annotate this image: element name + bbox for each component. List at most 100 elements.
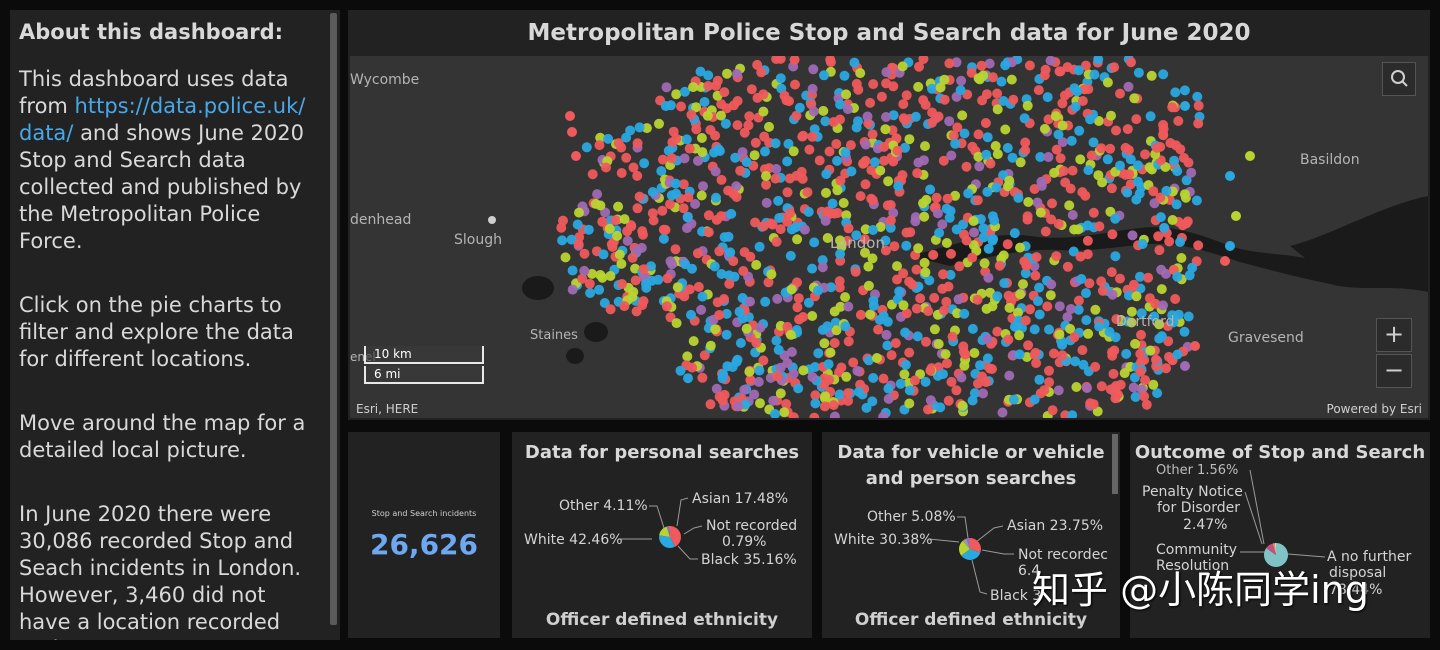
stop-search-point	[904, 385, 915, 396]
stop-search-point	[702, 110, 713, 121]
pie-slice-white[interactable]	[970, 538, 981, 553]
stop-search-point	[781, 399, 792, 409]
data-police-link[interactable]: https://data.police.uk/data/	[19, 94, 306, 145]
stop-search-point	[921, 336, 931, 347]
stop-search-point	[938, 155, 949, 166]
stop-search-point	[881, 112, 891, 122]
stop-search-point	[959, 308, 970, 319]
pie-slice-not-recorded[interactable]	[669, 526, 670, 537]
stop-search-point	[739, 247, 750, 258]
zoom-out-button[interactable]: −	[1376, 354, 1412, 388]
stop-search-point	[1126, 57, 1136, 68]
stop-search-point	[904, 398, 915, 409]
stop-search-point	[843, 388, 853, 399]
stop-search-point	[807, 131, 818, 142]
stop-search-point	[558, 215, 568, 226]
map-search-button[interactable]	[1382, 62, 1416, 96]
stop-search-point	[1097, 177, 1108, 188]
pie-slice-other[interactable]	[1274, 543, 1276, 555]
stop-search-point	[1082, 383, 1092, 393]
pie-slice-not-recorded[interactable]	[962, 538, 970, 549]
stop-search-point	[705, 340, 716, 351]
stop-search-point	[913, 81, 924, 92]
stop-search-point	[567, 284, 578, 295]
stop-search-point	[1130, 392, 1141, 402]
stop-search-point	[1048, 348, 1059, 359]
stop-search-point	[914, 61, 924, 72]
stop-search-point	[632, 138, 643, 149]
stop-search-point	[1058, 166, 1069, 176]
stop-search-point	[699, 97, 710, 107]
stop-search-point	[810, 390, 821, 401]
stop-search-point	[671, 89, 682, 100]
stop-search-point	[732, 120, 743, 131]
stop-search-point	[735, 165, 746, 176]
stop-search-point	[802, 187, 813, 198]
stop-search-point	[974, 161, 985, 172]
stop-search-point	[634, 191, 645, 202]
stop-search-point	[788, 412, 799, 418]
stop-search-point	[761, 171, 771, 181]
pie-slice-penalty-notice[interactable]	[1272, 543, 1276, 555]
stop-search-point	[938, 269, 949, 280]
map-canvas[interactable]	[350, 56, 1428, 418]
about-panel[interactable]: About this dashboard: This dashboard use…	[10, 10, 340, 640]
pie-slice-black[interactable]	[659, 535, 676, 548]
stop-search-point	[979, 258, 990, 269]
pie-slice-black[interactable]	[961, 549, 981, 560]
zoom-in-button[interactable]: +	[1376, 318, 1412, 352]
stop-search-point	[585, 288, 596, 298]
stop-search-point	[897, 61, 908, 72]
stop-search-point	[660, 224, 671, 235]
stop-search-point	[853, 386, 864, 397]
stop-search-point	[1096, 143, 1107, 154]
stop-search-point	[807, 372, 818, 382]
sidebar-scrollbar[interactable]	[330, 13, 337, 625]
stop-search-point	[939, 74, 950, 85]
pie-slice-white[interactable]	[670, 526, 681, 547]
pie-slice-asian[interactable]	[659, 526, 670, 537]
map-view[interactable]: Wycombe denhead Slough London Staines Ba…	[350, 56, 1428, 418]
pie-slice-other[interactable]	[666, 526, 670, 537]
stop-search-point	[863, 355, 874, 366]
stop-search-point	[1042, 92, 1053, 103]
pie-label-community: Community	[1156, 542, 1238, 558]
stop-search-point	[978, 232, 989, 243]
stop-search-point	[972, 294, 983, 305]
stop-search-point	[764, 121, 774, 132]
vehicle-searches-pie-svg[interactable]	[822, 432, 1120, 638]
personal-searches-pie-svg[interactable]	[512, 432, 812, 638]
stop-search-point	[911, 303, 922, 314]
pie-label-pnd-pct: 2.47%	[1183, 517, 1228, 533]
stop-search-point	[613, 201, 624, 212]
outcome-pie-svg[interactable]	[1130, 432, 1430, 638]
pie-leader-line	[928, 538, 960, 543]
pie-slice-asian[interactable]	[959, 540, 970, 556]
stop-search-point	[1059, 90, 1070, 101]
stop-search-point	[744, 366, 755, 377]
map-attribution: Esri, HERE	[356, 402, 419, 416]
stop-search-point	[1119, 368, 1130, 379]
stop-search-point	[1015, 157, 1026, 168]
stop-search-point	[1076, 274, 1087, 284]
stop-search-point	[850, 266, 861, 277]
stop-search-point	[889, 241, 900, 252]
stop-search-point	[796, 166, 807, 177]
stop-search-point	[641, 123, 652, 134]
place-label: Gravesend	[1228, 330, 1304, 346]
powered-by-esri[interactable]: Powered by Esri	[1326, 402, 1422, 416]
stop-search-point	[1015, 289, 1026, 300]
vehicle-card-scrollbar[interactable]	[1112, 434, 1118, 494]
stop-search-point	[634, 122, 645, 133]
stop-search-point	[735, 338, 746, 348]
pie-slice-other[interactable]	[966, 538, 970, 549]
stop-search-point	[928, 249, 939, 260]
stop-search-point	[867, 195, 878, 206]
stop-search-point	[898, 268, 909, 279]
stop-search-point	[868, 373, 879, 383]
stop-search-point	[732, 96, 743, 106]
pie-slice-community-resolution[interactable]	[1266, 543, 1276, 555]
pie-leader-line	[975, 525, 1004, 543]
stop-search-point	[1046, 279, 1057, 290]
stop-search-point	[1178, 152, 1189, 163]
